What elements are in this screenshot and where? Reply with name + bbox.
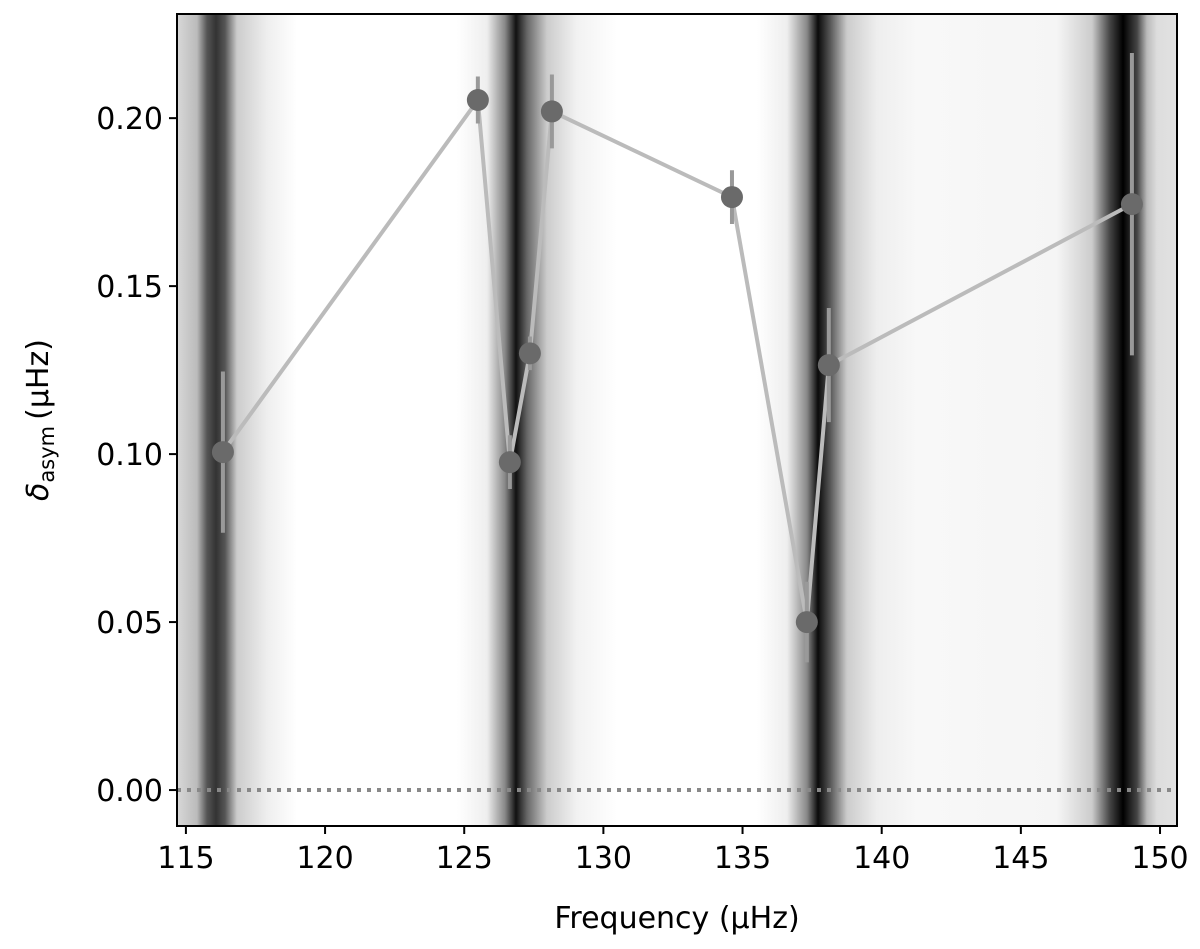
spectrum-background [177,14,1177,826]
x-tick-label: 125 [436,841,493,876]
x-axis-label: Frequency (μHz) [554,901,799,936]
y-label-symbol: δ [21,483,56,501]
data-point [211,441,234,464]
y-label-subscript: asym [35,426,59,483]
axes-frame [176,13,1178,827]
y-tick-label: 0.15 [96,270,163,305]
data-point [498,451,521,474]
y-label-unit: (μHz) [21,339,56,420]
y-axis-label: δasym (μHz) [21,339,59,501]
data-point [540,100,563,123]
x-tick-label: 145 [992,841,1049,876]
data-point [466,89,489,112]
y-tick-label: 0.05 [96,606,163,641]
x-tick-label: 130 [575,841,632,876]
x-tick-label: 150 [1131,841,1188,876]
x-tick-label: 120 [296,841,353,876]
y-tick-label: 0.00 [96,774,163,809]
y-tick-label: 0.10 [96,438,163,473]
data-point [795,611,818,634]
plot-area [177,52,1177,793]
x-tick-label: 115 [157,841,214,876]
y-tick-label: 0.20 [96,102,163,137]
data-point [518,342,541,365]
data-point [720,186,743,209]
x-tick-label: 135 [714,841,771,876]
x-tick-label: 140 [853,841,910,876]
data-point [1120,193,1143,216]
data-point [817,354,840,377]
